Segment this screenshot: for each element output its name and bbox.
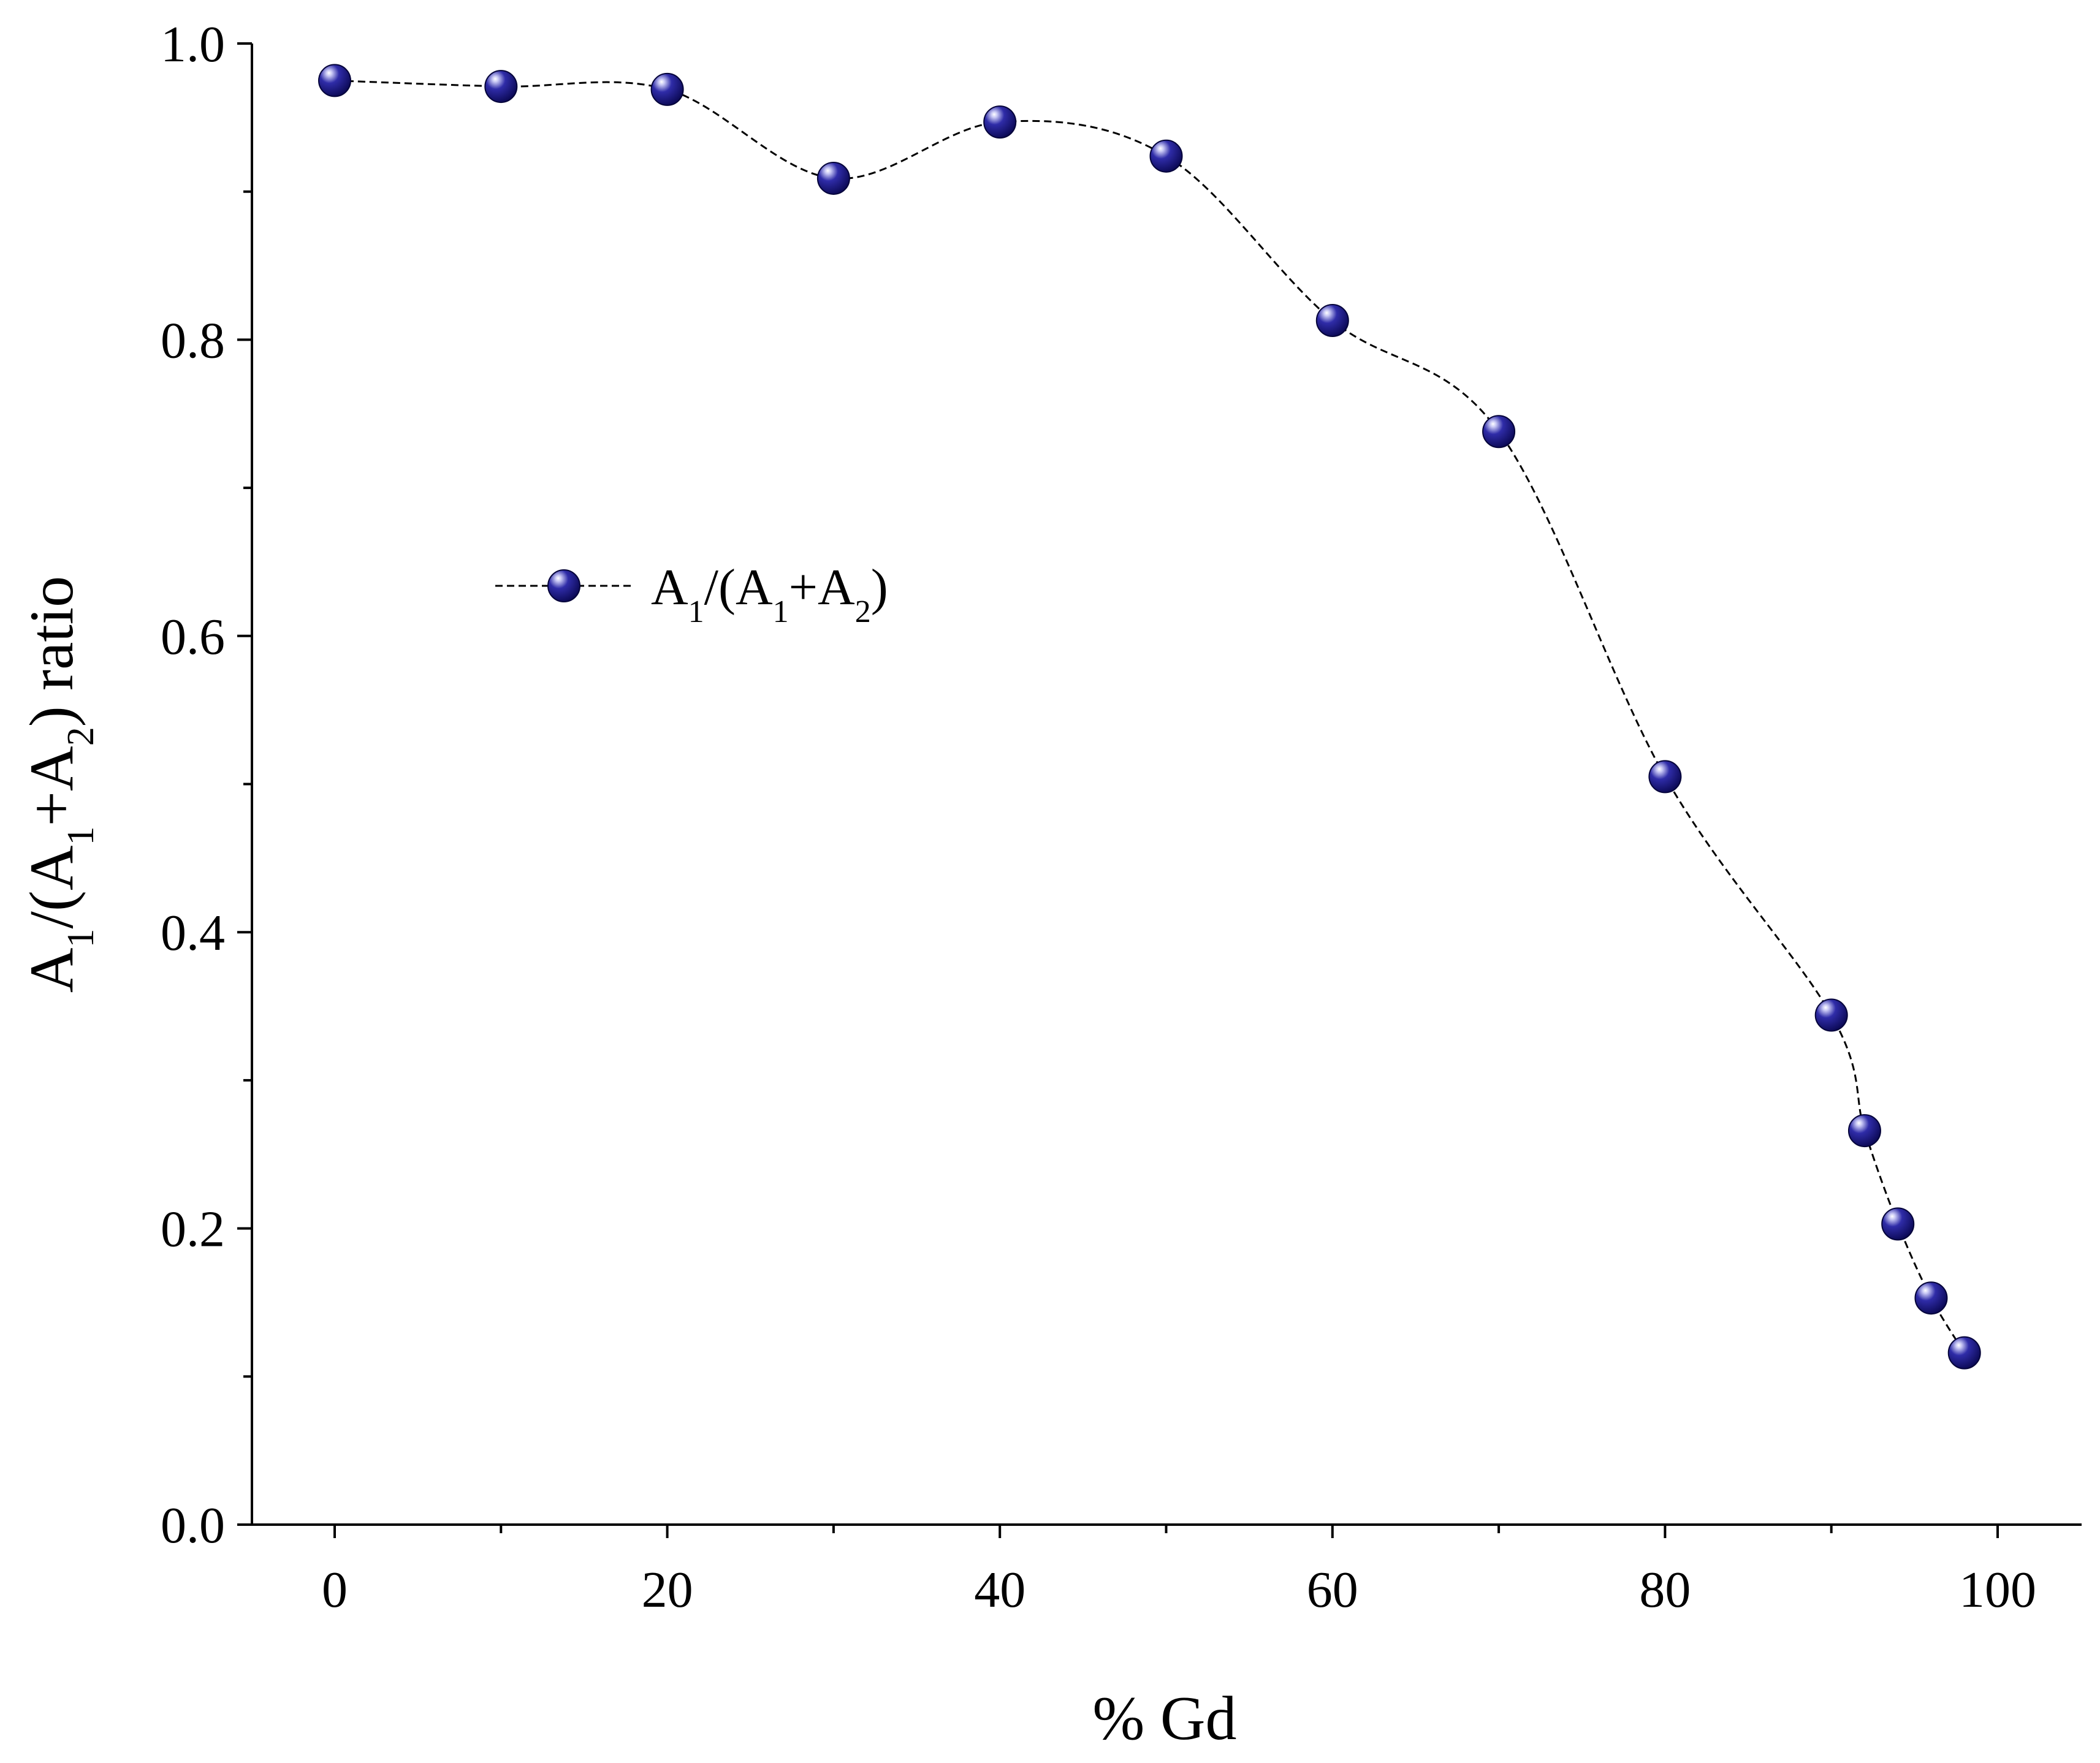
text-segment: ) [871,559,888,616]
y-ticks: 0.0 0.2 0.4 0.6 0.8 1.0 [161,16,252,1554]
text-segment: /(A [17,845,86,928]
data-point [318,64,351,97]
subscript: 2 [855,594,871,629]
legend: A1/(A1+A2) [495,559,888,629]
y-tick-label: 0.8 [161,312,225,369]
x-tick-label: 40 [974,1561,1025,1618]
y-tick-label: 0.4 [161,904,225,961]
data-point [1814,998,1848,1032]
text-segment: /(A [704,559,773,616]
y-tick-label: 0.2 [161,1201,225,1258]
text-segment: ) ratio [17,576,86,727]
text-segment: A [651,559,688,616]
data-point [1947,1336,1981,1370]
y-tick-label: 1.0 [161,16,225,73]
y-tick-label: 0.6 [161,609,225,665]
subscript: 2 [60,727,102,746]
data-point [1482,415,1516,449]
legend-label: A1/(A1+A2) [651,559,888,629]
x-tick-label: 20 [642,1561,693,1618]
data-point [1149,139,1183,173]
data-point [1648,760,1682,794]
series-points [318,64,1981,1370]
data-point [1847,1114,1881,1148]
subscript: 1 [688,594,704,629]
subscript: 1 [60,826,102,845]
data-point [1315,303,1349,337]
data-point [1881,1207,1915,1241]
text-segment: +A [789,559,855,616]
data-point [1914,1281,1948,1315]
x-tick-label: 0 [322,1561,348,1618]
x-tick-label: 60 [1307,1561,1358,1618]
data-point [983,105,1017,139]
text-segment: A [17,947,86,993]
plot-axes [251,44,2082,1526]
x-tick-label: 80 [1639,1561,1691,1618]
legend-marker [547,569,580,602]
y-axis-title: A1/(A1+A2) ratio [17,576,102,993]
data-point [816,161,850,195]
subscript: 1 [60,928,102,947]
x-tick-label: 100 [1959,1561,2036,1618]
y-tick-label: 0.0 [161,1497,225,1554]
data-point [650,72,684,106]
subscript: 1 [773,594,789,629]
text-segment: +A [17,746,86,826]
x-ticks: 0 20 40 60 80 100 [322,1525,2036,1618]
series-line [334,79,1966,1354]
x-axis-title: % Gd [1092,1684,1236,1753]
data-point [484,70,518,104]
series-lines [334,79,1966,1354]
